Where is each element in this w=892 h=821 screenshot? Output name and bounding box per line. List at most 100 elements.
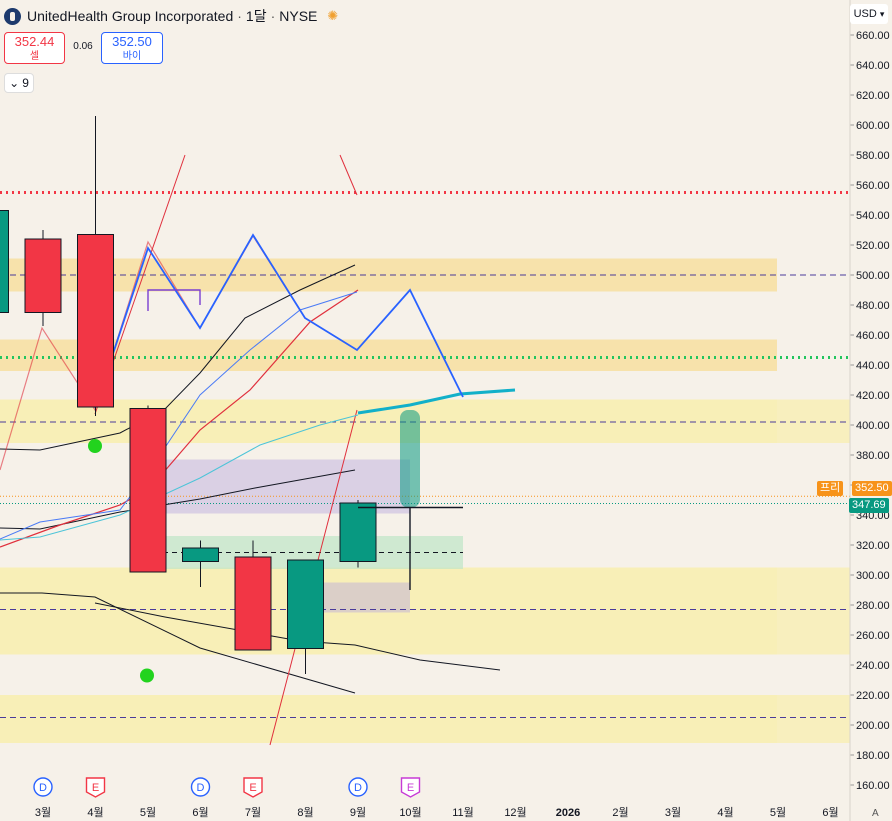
unh-logo-icon — [4, 7, 21, 25]
interval-label[interactable]: 1달 — [245, 8, 267, 24]
projection-cyan — [357, 388, 516, 415]
x-tick-label-4: 7월 — [245, 806, 261, 819]
x-tick-label-11: 2월 — [612, 806, 628, 819]
y-tick-label-18: 520.00 — [856, 240, 890, 252]
x-tick-label-12: 3월 — [665, 806, 681, 819]
x-tick-label-13: 4월 — [717, 806, 733, 819]
y-tick-label-3: 220.00 — [856, 690, 890, 702]
zone-wide-2 — [0, 567, 850, 655]
auto-scale-button[interactable]: A — [872, 808, 879, 819]
zone-wide — [0, 399, 850, 443]
y-tick-label-22: 600.00 — [856, 120, 890, 132]
x-tick-label-5: 8월 — [297, 806, 313, 819]
y-tick-label-15: 460.00 — [856, 330, 890, 342]
bracket-purple — [147, 289, 201, 311]
y-tick-label-9: 340.00 — [856, 510, 890, 522]
event-marker-e-5[interactable]: E — [400, 777, 421, 798]
y-tick-label-17: 500.00 — [856, 270, 890, 282]
buy-label: 바이 — [122, 51, 142, 62]
y-tick-label-25: 660.00 — [856, 30, 890, 42]
y-tick-label-1: 180.00 — [856, 750, 890, 762]
x-tick-label-8: 11월 — [452, 806, 474, 819]
zigzag-blue — [94, 233, 464, 409]
y-tick-label-6: 280.00 — [856, 600, 890, 612]
y-tick-label-23: 620.00 — [856, 90, 890, 102]
event-marker-e-3[interactable]: E — [243, 777, 263, 798]
y-tick-label-14: 440.00 — [856, 360, 890, 372]
event-marker-d-4[interactable]: D — [348, 777, 368, 797]
x-tick-label-6: 9월 — [350, 806, 366, 819]
candle-body-1 — [24, 238, 62, 313]
y-tick-label-7: 300.00 — [856, 570, 890, 582]
y-tick-label-0: 160.00 — [856, 780, 890, 792]
y-tick-label-2: 200.00 — [856, 720, 890, 732]
trendline-top — [94, 602, 501, 671]
pivot-dot — [88, 439, 102, 453]
candle-body-6 — [287, 559, 324, 649]
y-tick-label-24: 640.00 — [856, 60, 890, 72]
candle-body-0 — [0, 210, 9, 313]
y-tick-label-16: 480.00 — [856, 300, 890, 312]
y-tick-label-5: 260.00 — [856, 630, 890, 642]
event-marker-label: D — [354, 782, 362, 794]
symbol-name: UnitedHealth Group Incorporated — [27, 8, 234, 24]
y-tick-label-21: 580.00 — [856, 150, 890, 162]
y-tick-label-13: 420.00 — [856, 390, 890, 402]
x-tick-label-7: 10월 — [399, 806, 421, 819]
x-tick-label-2: 5월 — [140, 806, 156, 819]
projection-pill — [400, 410, 420, 508]
x-tick-label-15: 6월 — [822, 806, 838, 819]
x-tick-label-3: 6월 — [192, 806, 208, 819]
candle-body-7 — [339, 502, 377, 562]
zone-1 — [0, 339, 777, 371]
event-marker-d-0[interactable]: D — [33, 777, 53, 797]
x-tick-label-9: 12월 — [504, 806, 526, 819]
diagonal-red-3 — [339, 154, 358, 196]
y-tick-label-19: 540.00 — [856, 210, 890, 222]
premarket-price-label: 352.50 — [852, 481, 892, 496]
pivot-dot-2 — [140, 668, 154, 683]
sell-price: 352.44 — [14, 34, 55, 49]
y-tick-label-20: 560.00 — [856, 180, 890, 192]
sun-icon: ✺ — [327, 8, 339, 23]
x-tick-label-14: 5월 — [770, 806, 786, 819]
event-marker-label: D — [39, 782, 47, 794]
event-marker-e-1[interactable]: E — [85, 777, 106, 798]
exchange-label: NYSE — [279, 8, 318, 24]
candle-body-2 — [77, 234, 114, 408]
symbol-header[interactable]: UnitedHealth Group Incorporated · 1달 · N… — [4, 5, 338, 27]
sell-label: 셀 — [29, 51, 40, 62]
indicators-toggle-button[interactable]: ⌄ 9 — [4, 73, 34, 93]
event-marker-d-2[interactable]: D — [190, 777, 211, 797]
event-marker-label: E — [249, 782, 256, 794]
event-marker-label: E — [407, 782, 414, 794]
zone-0 — [0, 258, 777, 292]
ma-blue — [0, 291, 358, 540]
candle-body-5 — [234, 556, 272, 651]
y-tick-label-11: 380.00 — [856, 450, 890, 462]
candle-body-3 — [129, 408, 167, 573]
buy-button[interactable]: 352.50 바이 — [101, 32, 163, 64]
trendline-upper — [0, 592, 356, 694]
sell-button[interactable]: 352.44 셀 — [4, 32, 65, 64]
event-marker-label: D — [197, 782, 205, 794]
ma-red — [0, 289, 359, 548]
x-tick-label-10: 2026 — [556, 807, 580, 819]
chevron-down-icon: ⌄ — [9, 76, 20, 90]
candle-body-4 — [182, 547, 219, 562]
chevron-down-icon: ▾ — [879, 8, 885, 19]
indicator-count: 9 — [22, 76, 29, 90]
x-tick-label-0: 3월 — [35, 806, 51, 819]
buy-price: 352.50 — [112, 34, 152, 49]
x-tick-label-1: 4월 — [87, 806, 103, 819]
event-marker-label: E — [92, 782, 99, 794]
premarket-tag: 프리 — [817, 481, 844, 496]
zone-wide-3 — [0, 695, 850, 743]
spread-value: 0.06 — [73, 41, 93, 52]
current-price-label: 347.69 — [849, 498, 889, 513]
currency-selector[interactable]: USD ▾ — [850, 4, 888, 24]
y-tick-label-12: 400.00 — [856, 420, 890, 432]
currency-label: USD — [853, 8, 877, 20]
y-tick-label-4: 240.00 — [856, 660, 890, 672]
